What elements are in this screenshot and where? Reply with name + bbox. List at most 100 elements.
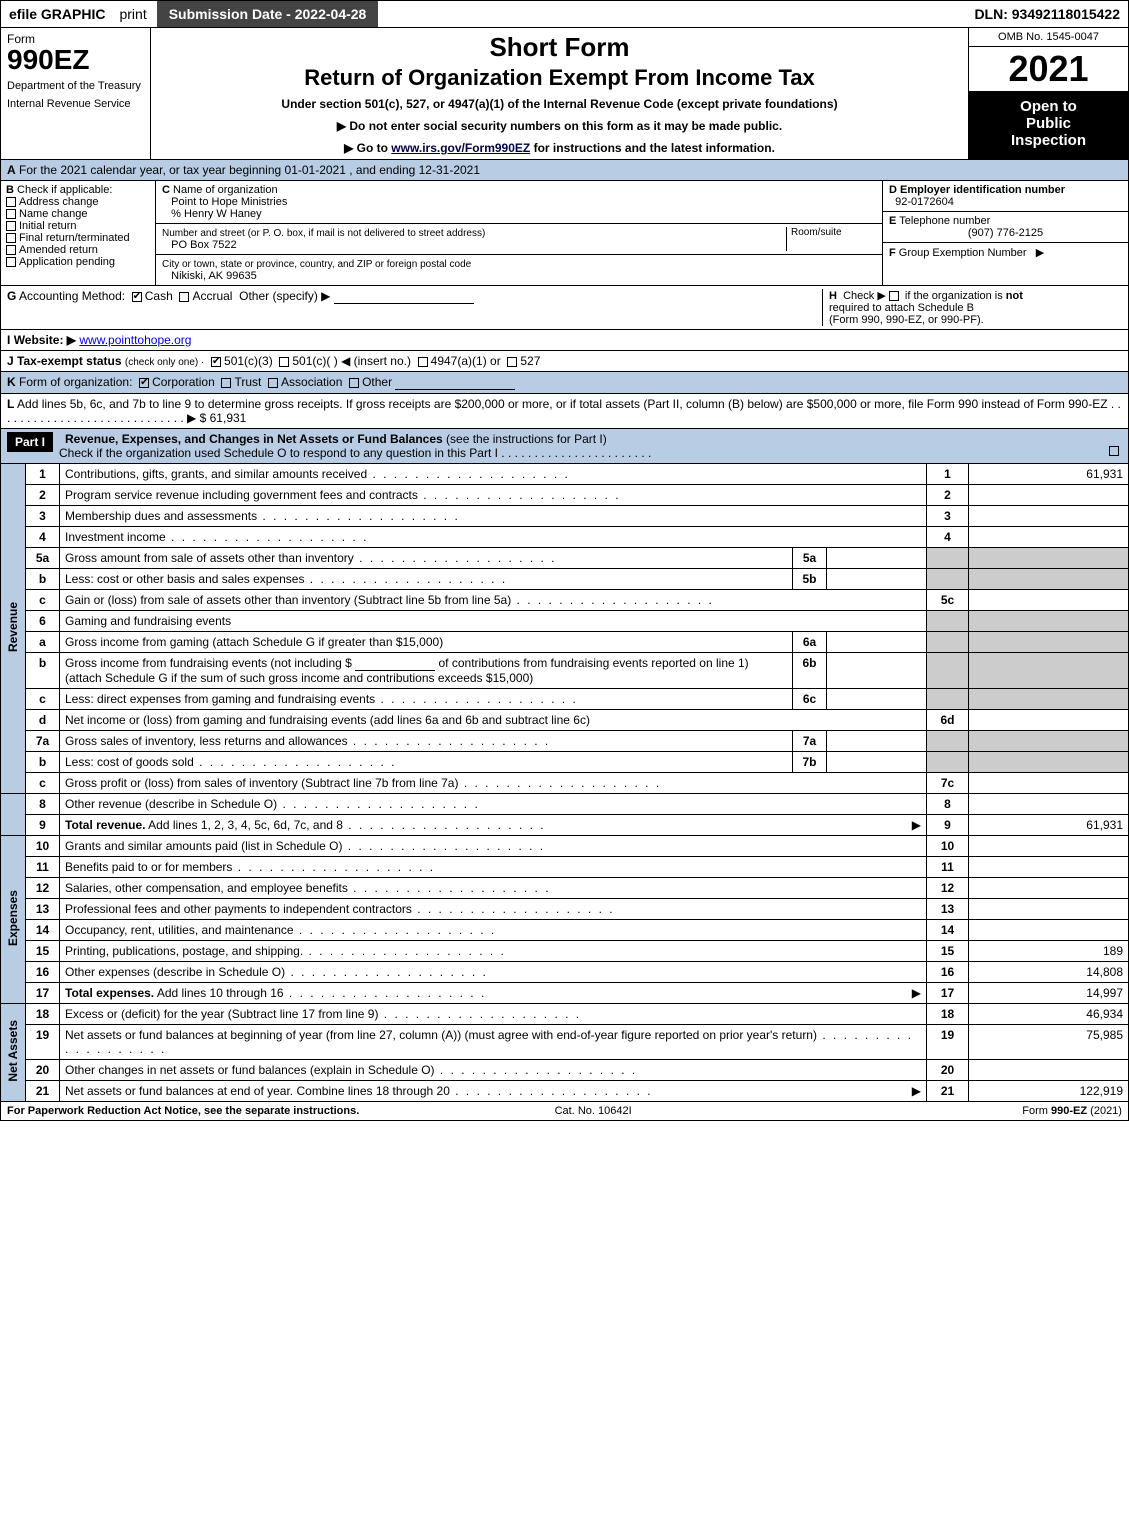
amt-2 — [969, 485, 1129, 506]
opt-corporation: Corporation — [152, 375, 215, 389]
expenses-side-label: Expenses — [1, 836, 26, 1004]
mid-7b: 7b — [793, 752, 827, 773]
desc-6b: Gross income from fundraising events (no… — [60, 653, 793, 689]
ln-13: 13 — [26, 899, 60, 920]
checkbox-501c3[interactable] — [211, 357, 221, 367]
net-assets-table: Net Assets 18 Excess or (deficit) for th… — [0, 1004, 1129, 1102]
checkbox-corporation[interactable] — [139, 378, 149, 388]
ln-1: 1 — [26, 464, 60, 485]
checkbox-4947a1[interactable] — [418, 357, 428, 367]
amt-14 — [969, 920, 1129, 941]
checkbox-initial-return[interactable] — [6, 221, 16, 231]
footer-right-prefix: Form — [1022, 1105, 1051, 1117]
ln-11: 11 — [26, 857, 60, 878]
box-18: 18 — [927, 1004, 969, 1025]
amt-6b-shade — [969, 653, 1129, 689]
ln-4: 4 — [26, 527, 60, 548]
amt-15: 189 — [969, 941, 1129, 962]
irs-link[interactable]: www.irs.gov/Form990EZ — [391, 141, 530, 155]
opt-527: 527 — [520, 354, 540, 368]
ln-12: 12 — [26, 878, 60, 899]
checkbox-address-change[interactable] — [6, 197, 16, 207]
desc-7a: Gross sales of inventory, less returns a… — [60, 731, 793, 752]
footer-right: Form 990-EZ (2021) — [1022, 1105, 1122, 1117]
row-a-text: For the 2021 calendar year, or tax year … — [19, 163, 480, 177]
box-12: 12 — [927, 878, 969, 899]
checkbox-final-return[interactable] — [6, 233, 16, 243]
dln-label: DLN: 93492118015422 — [966, 2, 1128, 26]
f-label: F — [889, 247, 896, 259]
checkbox-527[interactable] — [507, 357, 517, 367]
part-i-sub: Check if the organization used Schedule … — [59, 446, 498, 460]
ln-6d: d — [26, 710, 60, 731]
midval-5a — [827, 548, 927, 569]
checkbox-name-change[interactable] — [6, 209, 16, 219]
print-label[interactable]: print — [113, 2, 152, 26]
l-text: Add lines 5b, 6c, and 7b to line 9 to de… — [17, 397, 1108, 411]
ln-6a: a — [26, 632, 60, 653]
col-def: D Employer identification number 92-0172… — [883, 181, 1128, 285]
amt-3 — [969, 506, 1129, 527]
ln-5a: 5a — [26, 548, 60, 569]
row-i-website: I Website: ▶ www.pointtohope.org — [0, 330, 1129, 351]
section-bcdef: B Check if applicable: Address change Na… — [0, 181, 1129, 286]
mid-6c: 6c — [793, 689, 827, 710]
amt-7c — [969, 773, 1129, 794]
box-21: 21 — [927, 1081, 969, 1102]
header-right: OMB No. 1545-0047 2021 Open to Public In… — [968, 28, 1128, 159]
part-i-sub-dots: . . . . . . . . . . . . . . . . . . . . … — [501, 446, 651, 460]
box-19: 19 — [927, 1025, 969, 1060]
footer-cat-no: Cat. No. 10642I — [555, 1105, 632, 1117]
other-specify-line[interactable] — [334, 289, 474, 304]
checkbox-cash[interactable] — [132, 292, 142, 302]
checkbox-accrual[interactable] — [179, 292, 189, 302]
desc-8: Other revenue (describe in Schedule O) — [60, 794, 927, 815]
desc-5c: Gain or (loss) from sale of assets other… — [60, 590, 927, 611]
desc-5a: Gross amount from sale of assets other t… — [60, 548, 793, 569]
checkbox-501c[interactable] — [279, 357, 289, 367]
checkbox-schedule-o[interactable] — [1109, 446, 1119, 456]
instr-goto: ▶ Go to www.irs.gov/Form990EZ for instru… — [159, 141, 960, 155]
row-l-gross-receipts: L Add lines 5b, 6c, and 7b to line 9 to … — [0, 394, 1129, 429]
footer-right-form: 990-EZ — [1051, 1105, 1087, 1117]
amt-5a-shade — [969, 548, 1129, 569]
amt-6d — [969, 710, 1129, 731]
open-line2: Public — [1026, 115, 1071, 132]
ln-9: 9 — [26, 815, 60, 836]
checkbox-trust[interactable] — [221, 378, 231, 388]
opt-accrual: Accrual — [192, 289, 232, 303]
j-heading: Tax-exempt status — [17, 354, 121, 368]
desc-6a: Gross income from gaming (attach Schedul… — [60, 632, 793, 653]
amt-7a-shade — [969, 731, 1129, 752]
amt-13 — [969, 899, 1129, 920]
desc-5b: Less: cost or other basis and sales expe… — [60, 569, 793, 590]
other-org-line[interactable] — [395, 375, 515, 390]
checkbox-other-org[interactable] — [349, 378, 359, 388]
mid-5a: 5a — [793, 548, 827, 569]
ln-19: 19 — [26, 1025, 60, 1060]
checkbox-application-pending[interactable] — [6, 257, 16, 267]
f-group-exemption-block: F Group Exemption Number ▶ — [883, 243, 1128, 262]
col-b-heading: Check if applicable: — [17, 184, 112, 196]
part-i-header: Part I Revenue, Expenses, and Changes in… — [0, 429, 1129, 464]
amt-4 — [969, 527, 1129, 548]
checkbox-schedule-b[interactable] — [889, 291, 899, 301]
amt-6-shade — [969, 611, 1129, 632]
desc-15: Printing, publications, postage, and shi… — [60, 941, 927, 962]
ln-2: 2 — [26, 485, 60, 506]
line-6b-blank[interactable] — [355, 656, 435, 671]
desc-17: Total expenses. Add lines 10 through 16 … — [60, 983, 927, 1004]
checkbox-amended-return[interactable] — [6, 245, 16, 255]
ln-6c: c — [26, 689, 60, 710]
opt-amended-return: Amended return — [19, 244, 98, 256]
box-5c: 5c — [927, 590, 969, 611]
instr-no-ssn: ▶ Do not enter social security numbers o… — [159, 119, 960, 133]
c-org-name-block: C Name of organization Point to Hope Min… — [156, 181, 882, 224]
opt-other-org: Other — [362, 375, 392, 389]
open-line3: Inspection — [1011, 132, 1086, 149]
checkbox-association[interactable] — [268, 378, 278, 388]
amt-12 — [969, 878, 1129, 899]
desc-6d: Net income or (loss) from gaming and fun… — [60, 710, 927, 731]
website-link[interactable]: www.pointtohope.org — [79, 333, 191, 347]
ln-17: 17 — [26, 983, 60, 1004]
